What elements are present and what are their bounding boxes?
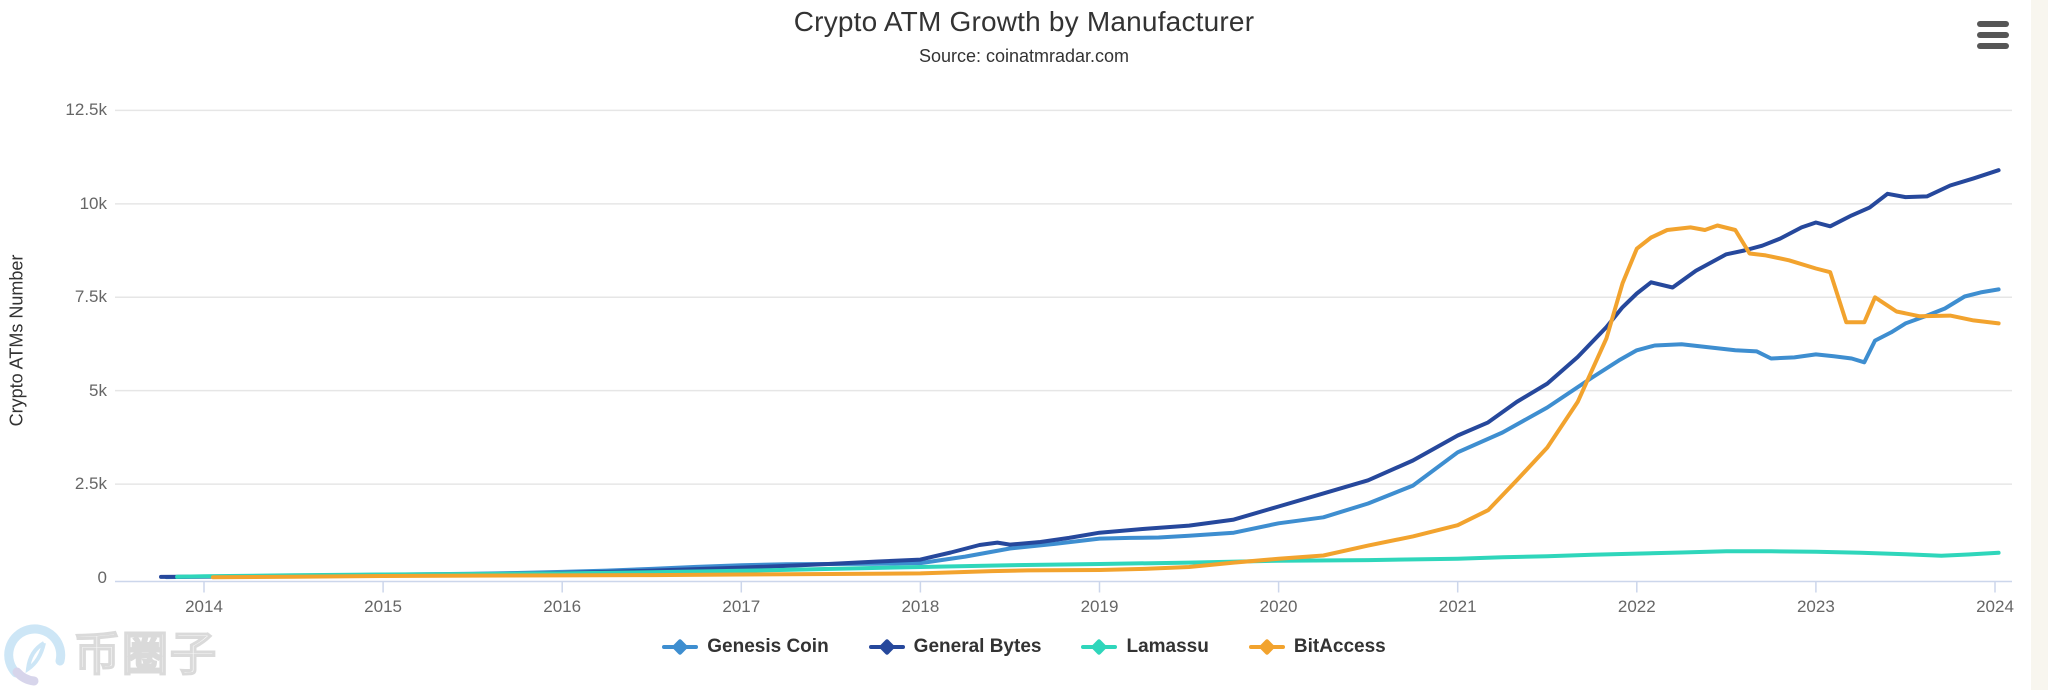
legend-item-general-bytes[interactable]: General Bytes: [868, 636, 1042, 658]
legend-label: Genesis Coin: [707, 636, 829, 657]
x-tick-label: 2021: [1438, 597, 1477, 616]
legend-marker-diamond: [878, 638, 896, 656]
legend-label: BitAccess: [1293, 636, 1386, 657]
legend-label: General Bytes: [913, 636, 1042, 657]
y-tick-label: 7.5k: [74, 287, 107, 307]
legend-marker-icon: [1081, 638, 1118, 656]
hamburger-bar: [1977, 21, 2009, 27]
x-tick-label: 2016: [543, 597, 582, 616]
y-tick-label: 12.5k: [65, 100, 107, 120]
legend-marker-icon: [662, 638, 699, 656]
watermark: 币圈子: [4, 618, 234, 690]
y-tick-label: 0: [97, 567, 107, 587]
x-tick-label: 2023: [1796, 597, 1835, 616]
x-tick-label: 2019: [1080, 597, 1119, 616]
chart-subtitle: Source: coinatmradar.com: [918, 46, 1130, 66]
legend-marker-diamond: [1090, 638, 1108, 656]
hamburger-bar: [1977, 43, 2009, 49]
series-line-bitaccess: [211, 223, 2001, 580]
legend-item-genesis-coin[interactable]: Genesis Coin: [662, 636, 829, 658]
legend-marker-icon: [868, 638, 905, 656]
chart-title: Crypto ATM Growth by Manufacturer: [793, 6, 1255, 37]
y-tick-label: 2.5k: [74, 474, 107, 494]
y-tick-label: 5k: [89, 380, 107, 400]
hamburger-menu-icon[interactable]: [1977, 21, 2009, 49]
x-tick-label: 2024: [1976, 597, 2014, 616]
legend-marker-diamond: [671, 638, 689, 656]
watermark-swirl-icon: [4, 624, 66, 686]
watermark-text: 币圈子: [73, 628, 218, 680]
legend-item-lamassu[interactable]: Lamassu: [1081, 636, 1209, 658]
x-tick-label: 2022: [1617, 597, 1656, 616]
hamburger-bar: [1977, 32, 2009, 38]
legend-item-bitaccess[interactable]: BitAccess: [1248, 636, 1386, 658]
x-tick-label: 2017: [722, 597, 761, 616]
series-line-general-bytes: [159, 168, 2001, 579]
x-tick-label: 2018: [901, 597, 940, 616]
legend: Genesis Coin General Bytes Lamassu BitAcces…: [0, 636, 2048, 658]
legend-marker-diamond: [1258, 638, 1276, 656]
legend-marker-icon: [1248, 638, 1285, 656]
x-tick-label: 2014: [185, 597, 223, 616]
y-tick-label: 10k: [79, 193, 107, 213]
legend-label: Lamassu: [1126, 636, 1209, 657]
series-line-lamassu: [175, 549, 2001, 579]
page-edge-strip: [2031, 0, 2048, 690]
x-tick-label: 2015: [364, 597, 402, 616]
x-tick-label: 2020: [1259, 597, 1298, 616]
